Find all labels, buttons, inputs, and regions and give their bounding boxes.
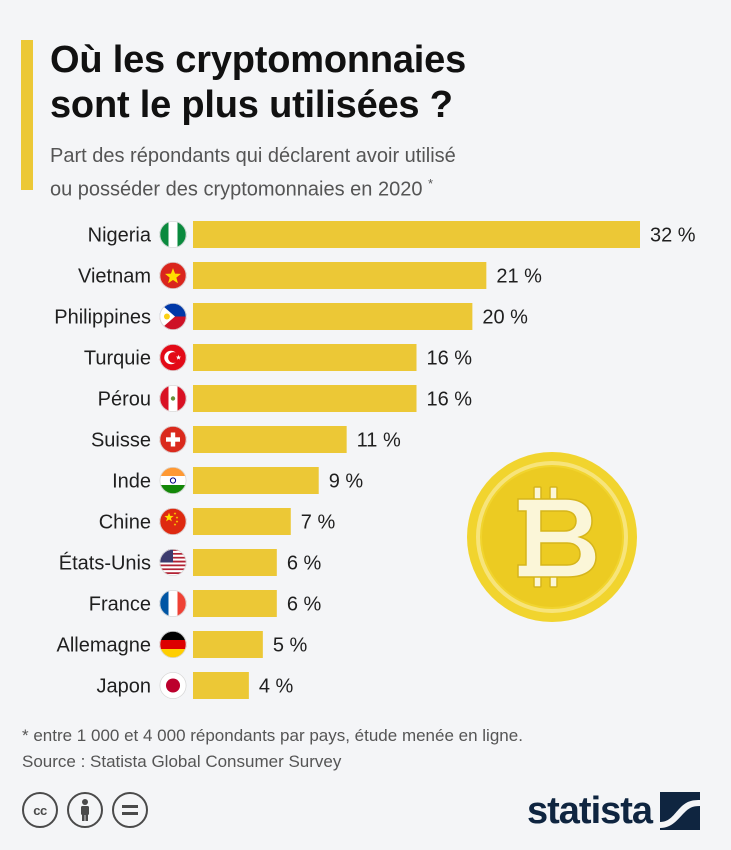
philippines-flag-icon: [159, 302, 187, 330]
china-flag-icon: [159, 507, 187, 535]
bar-row: Suisse 11 %: [91, 425, 401, 453]
subtitle-footnote-marker: *: [428, 176, 434, 191]
value-label: 7 %: [301, 512, 336, 534]
bar: [193, 426, 347, 453]
turkey-flag-icon: [159, 343, 187, 371]
bar-row: Inde 9 %: [112, 466, 364, 494]
category-label: Turquie: [84, 348, 151, 370]
bar: [193, 262, 487, 289]
bar-row: Vietnam 21 %: [78, 261, 542, 289]
category-label: Chine: [99, 512, 151, 534]
chart-title: Où les cryptomonnaies sont le plus utili…: [50, 38, 690, 128]
category-label: France: [89, 594, 151, 616]
value-label: 9 %: [329, 471, 364, 493]
footnote: * entre 1 000 et 4 000 répondants par pa…: [22, 723, 712, 775]
statista-mark-icon: [660, 792, 701, 830]
title-line-2: sont le plus utilisées ?: [50, 84, 453, 126]
category-label: Inde: [112, 471, 151, 493]
title-line-1: Où les cryptomonnaies: [50, 39, 467, 81]
india-flag-icon: [159, 466, 187, 494]
value-label: 32 %: [650, 225, 696, 247]
vietnam-flag-icon: [159, 261, 187, 289]
bar-row: Japon 4 %: [97, 672, 294, 700]
brand-name: statista: [527, 789, 653, 832]
bar: [193, 631, 263, 658]
subtitle-line-2-text: ou posséder des cryptomonnaies en 2020: [50, 178, 423, 201]
bar-row: Allemagne 5 %: [56, 631, 308, 659]
germany-flag-icon: [159, 631, 187, 659]
bar-row: Nigeria 32 %: [88, 220, 696, 248]
nigeria-flag-icon: [159, 220, 187, 248]
category-label: Suisse: [91, 430, 151, 452]
attribution-icon[interactable]: [67, 792, 103, 828]
license-icons: cc: [22, 792, 148, 832]
footnote-note: * entre 1 000 et 4 000 répondants par pa…: [22, 726, 523, 745]
subtitle-line-2: ou posséder des cryptomonnaies en 2020 *: [50, 170, 670, 204]
bar: [193, 467, 319, 494]
subtitle-line-1: Part des répondants qui déclarent avoir …: [50, 145, 456, 167]
title-accent-bar: [21, 40, 33, 190]
category-label: Nigeria: [88, 225, 152, 247]
category-label: Japon: [97, 676, 152, 698]
usa-flag-icon: [159, 549, 187, 577]
bar-row: Philippines 20 %: [54, 302, 528, 330]
peru-flag-icon: [159, 384, 187, 412]
bar-row: Chine 7 %: [99, 507, 336, 535]
value-label: 11 %: [357, 430, 401, 452]
creative-commons-icon[interactable]: cc: [22, 792, 58, 828]
category-label: États-Unis: [59, 552, 151, 575]
bar: [193, 549, 277, 576]
switzerland-flag-icon: [159, 425, 187, 453]
bitcoin-coin-icon: [467, 452, 637, 622]
bar: [193, 590, 277, 617]
bar: [193, 385, 417, 412]
value-label: 20 %: [482, 307, 528, 329]
value-label: 16 %: [427, 389, 473, 411]
bar: [193, 221, 640, 248]
category-label: Vietnam: [78, 266, 151, 288]
bar: [193, 344, 417, 371]
value-label: 6 %: [287, 553, 322, 575]
bar: [193, 303, 473, 330]
value-label: 4 %: [259, 676, 294, 698]
category-label: Philippines: [54, 307, 151, 329]
bar-row: France 6 %: [89, 590, 322, 618]
bar: [193, 672, 249, 699]
value-label: 6 %: [287, 594, 322, 616]
statista-logo: statista: [527, 786, 701, 836]
japan-flag-icon: [159, 672, 187, 700]
bar: [193, 508, 291, 535]
footnote-source: Source : Statista Global Consumer Survey: [22, 752, 342, 771]
category-label: Allemagne: [56, 635, 151, 657]
category-label: Pérou: [98, 389, 151, 411]
bar-row: Pérou 16 %: [98, 384, 473, 412]
bar-row: Turquie 16 %: [84, 343, 473, 371]
chart-subtitle: Part des répondants qui déclarent avoir …: [50, 142, 670, 204]
bar-row: États-Unis 6 %: [59, 549, 322, 577]
bar-chart: Nigeria 32 % Vietnam 21 % Philippines 20 % Tur…: [54, 220, 696, 700]
france-flag-icon: [159, 590, 187, 618]
value-label: 16 %: [427, 348, 473, 370]
value-label: 21 %: [496, 266, 542, 288]
value-label: 5 %: [273, 635, 308, 657]
no-derivatives-icon[interactable]: [112, 792, 148, 828]
